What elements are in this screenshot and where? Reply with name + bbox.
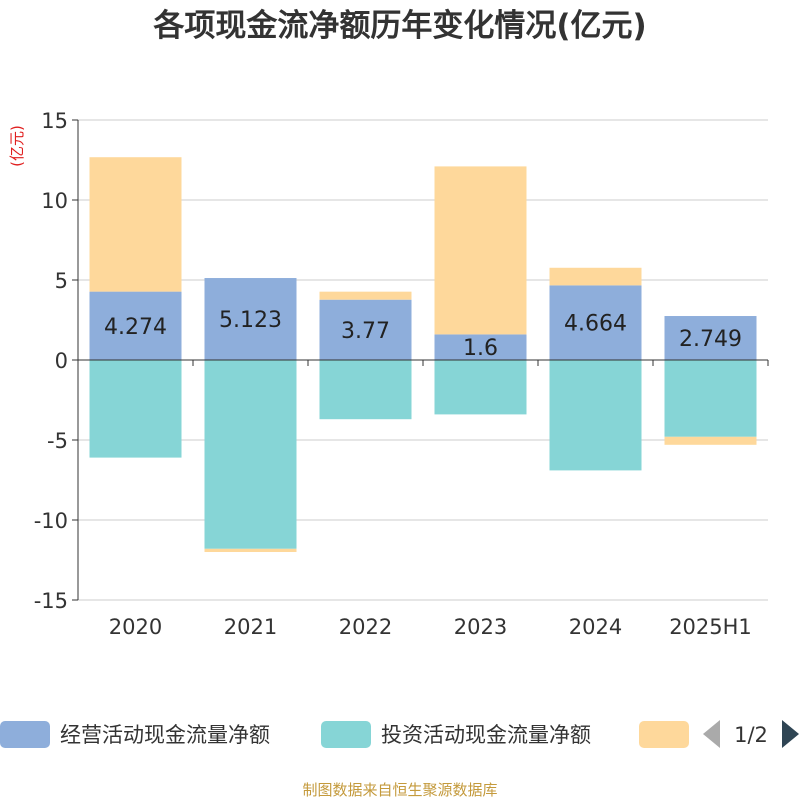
legend-next-page-icon[interactable] (782, 720, 799, 748)
bar-series3-2024[interactable] (549, 267, 642, 286)
bar-series1-2021[interactable] (204, 278, 297, 360)
y-tick-label: -15 (34, 589, 68, 613)
data-labels: 4.274 5.123 3.77 1.6 4.664 2.749 (104, 308, 742, 361)
bar-series1-2022[interactable] (319, 299, 412, 360)
bar-series2-2021[interactable] (204, 360, 297, 549)
bar-series1-2025H1[interactable] (664, 316, 757, 360)
axes: 15 10 5 0 -5 -10 -15 2020 2021 2022 2023 2024 2025H1 (34, 109, 769, 639)
legend-swatch[interactable] (321, 721, 371, 748)
grid (78, 119, 768, 601)
bar-series2-2022[interactable] (319, 360, 412, 420)
y-axis-unit-label: (亿元) (8, 125, 26, 167)
x-tick-label: 2024 (569, 615, 622, 639)
x-tick-label: 2022 (339, 615, 392, 639)
bar-series1-2023[interactable] (434, 334, 527, 360)
data-label: 5.123 (219, 308, 282, 333)
legend: 经营活动现金流量净额 投资活动现金流量净额 1/2 (0, 720, 799, 748)
bar-series3-2025H1[interactable] (664, 436, 757, 445)
bar-series3-2023[interactable] (434, 166, 527, 335)
bars (89, 157, 757, 552)
chart-title: 各项现金流净额历年变化情况(亿元) (152, 8, 646, 44)
legend-label[interactable]: 投资活动现金流量净额 (381, 723, 591, 747)
bar-series1-2020[interactable] (89, 291, 182, 360)
x-tick-label: 2025H1 (669, 615, 752, 639)
bar-series2-2023[interactable] (434, 360, 527, 415)
legend-swatch[interactable] (639, 721, 689, 748)
data-label: 2.749 (679, 327, 742, 352)
y-tick-label: 15 (41, 109, 68, 133)
x-tick-label: 2020 (109, 615, 162, 639)
bar-series2-2020[interactable] (89, 360, 182, 458)
bar-series2-2024[interactable] (549, 360, 642, 471)
y-tick-label: 10 (41, 189, 68, 213)
bar-series2-2025H1[interactable] (664, 360, 757, 437)
legend-page-indicator: 1/2 (734, 723, 768, 747)
bar-series1-2024[interactable] (549, 285, 642, 360)
y-tick-label: -10 (34, 509, 68, 533)
x-tick-label: 2021 (224, 615, 277, 639)
y-tick-label: 0 (55, 349, 68, 373)
source-note: 制图数据来自恒生聚源数据库 (302, 781, 497, 799)
legend-label[interactable]: 经营活动现金流量净额 (60, 723, 270, 747)
data-label: 3.77 (341, 319, 390, 344)
bar-series3-2021[interactable] (204, 548, 297, 552)
data-label: 4.274 (104, 315, 167, 340)
x-tick-label: 2023 (454, 615, 507, 639)
legend-prev-page-icon[interactable] (703, 720, 720, 748)
data-label: 1.6 (463, 336, 498, 361)
bar-series3-2020[interactable] (89, 157, 182, 292)
y-tick-label: 5 (55, 269, 68, 293)
data-label: 4.664 (564, 312, 627, 337)
bar-series3-2022[interactable] (319, 291, 412, 300)
legend-swatch[interactable] (0, 721, 50, 748)
y-tick-label: -5 (47, 429, 68, 453)
